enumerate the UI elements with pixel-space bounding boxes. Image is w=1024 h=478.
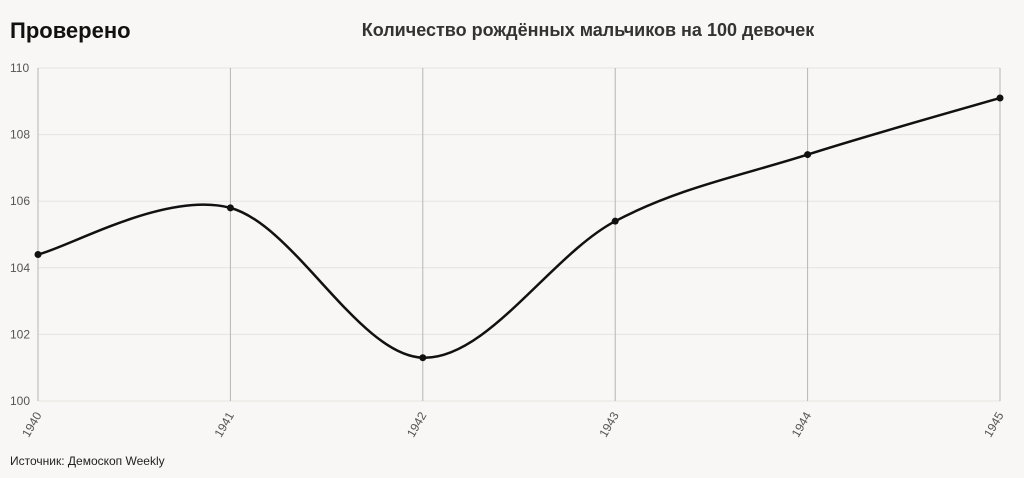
data-point (34, 250, 42, 258)
data-point (804, 151, 812, 159)
y-tick-label: 104 (10, 261, 30, 275)
data-point (226, 204, 234, 212)
data-line (37, 96, 1001, 359)
chart-title: Количество рождённых мальчиков на 100 де… (362, 20, 816, 40)
y-tick-label: 110 (10, 61, 29, 75)
y-tick-label: 102 (10, 327, 30, 341)
y-tick-label: 100 (10, 394, 30, 408)
data-point (611, 217, 619, 225)
y-tick-label: 108 (10, 128, 30, 142)
data-point (419, 354, 427, 362)
source-note: Источник: Демоскоп Weekly (10, 454, 165, 468)
data-point (996, 94, 1004, 102)
brand-logo: Проверено (10, 18, 131, 43)
y-tick-label: 106 (10, 194, 30, 208)
